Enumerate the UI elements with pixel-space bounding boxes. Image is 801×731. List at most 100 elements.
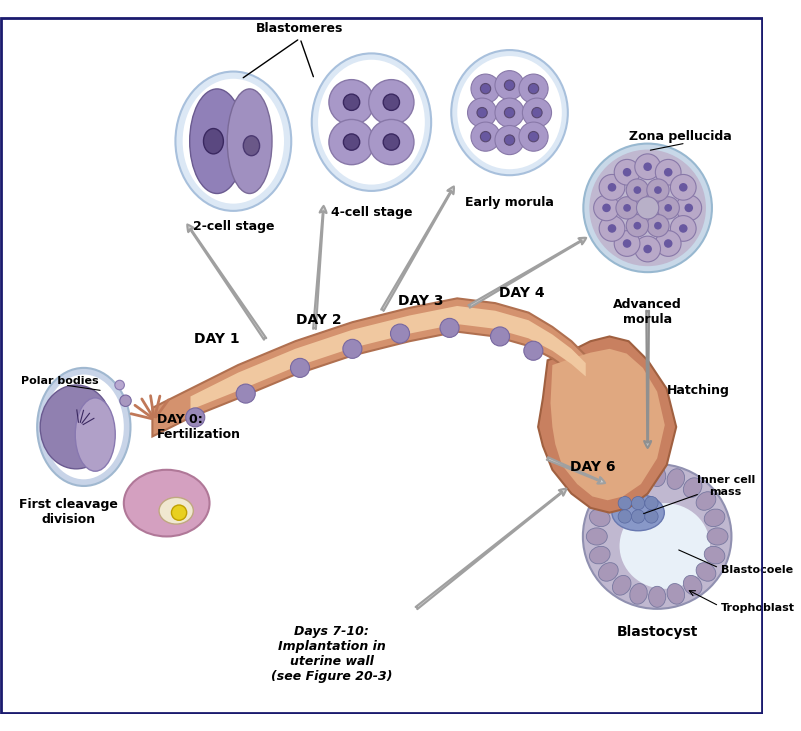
Ellipse shape bbox=[383, 134, 400, 150]
Ellipse shape bbox=[634, 154, 661, 180]
Ellipse shape bbox=[608, 183, 616, 192]
Ellipse shape bbox=[614, 159, 640, 185]
Text: Trophoblast: Trophoblast bbox=[721, 603, 795, 613]
Ellipse shape bbox=[519, 122, 548, 151]
Ellipse shape bbox=[40, 385, 112, 469]
Ellipse shape bbox=[318, 60, 425, 185]
Ellipse shape bbox=[481, 132, 491, 142]
Ellipse shape bbox=[368, 80, 414, 125]
Ellipse shape bbox=[630, 583, 647, 604]
Ellipse shape bbox=[655, 159, 681, 185]
Ellipse shape bbox=[495, 71, 524, 99]
Ellipse shape bbox=[495, 126, 524, 155]
Polygon shape bbox=[550, 349, 665, 500]
Polygon shape bbox=[152, 298, 595, 436]
Ellipse shape bbox=[619, 503, 710, 589]
Ellipse shape bbox=[344, 134, 360, 150]
Polygon shape bbox=[538, 336, 676, 512]
Text: Blastocyst: Blastocyst bbox=[617, 625, 698, 639]
Ellipse shape bbox=[667, 583, 685, 604]
Ellipse shape bbox=[645, 510, 658, 523]
Ellipse shape bbox=[44, 374, 124, 480]
Ellipse shape bbox=[583, 464, 731, 609]
Ellipse shape bbox=[594, 195, 619, 221]
Ellipse shape bbox=[696, 492, 716, 510]
Ellipse shape bbox=[616, 197, 638, 219]
Ellipse shape bbox=[643, 162, 652, 171]
Ellipse shape bbox=[704, 546, 725, 564]
Ellipse shape bbox=[696, 563, 716, 581]
Ellipse shape bbox=[612, 495, 664, 531]
Ellipse shape bbox=[614, 231, 640, 257]
Text: DAY 3: DAY 3 bbox=[398, 294, 444, 308]
Ellipse shape bbox=[664, 168, 673, 176]
Ellipse shape bbox=[618, 496, 631, 510]
Ellipse shape bbox=[183, 79, 284, 204]
Ellipse shape bbox=[586, 528, 607, 545]
Ellipse shape bbox=[598, 563, 618, 581]
Ellipse shape bbox=[505, 107, 515, 118]
Ellipse shape bbox=[623, 239, 631, 248]
Ellipse shape bbox=[529, 83, 539, 94]
Ellipse shape bbox=[203, 129, 223, 154]
Ellipse shape bbox=[481, 83, 491, 94]
Ellipse shape bbox=[505, 80, 515, 91]
Text: Inner cell
mass: Inner cell mass bbox=[697, 475, 755, 497]
Text: Hatching: Hatching bbox=[666, 385, 730, 397]
Ellipse shape bbox=[599, 175, 625, 200]
Ellipse shape bbox=[329, 80, 374, 125]
Ellipse shape bbox=[645, 496, 658, 510]
Ellipse shape bbox=[667, 469, 685, 489]
Ellipse shape bbox=[383, 94, 400, 110]
Ellipse shape bbox=[634, 236, 661, 262]
Text: DAY 2: DAY 2 bbox=[296, 313, 342, 327]
Ellipse shape bbox=[599, 216, 625, 241]
Text: Advanced
morula: Advanced morula bbox=[614, 298, 682, 326]
Ellipse shape bbox=[685, 204, 693, 212]
Ellipse shape bbox=[670, 175, 696, 200]
Ellipse shape bbox=[654, 221, 662, 230]
Ellipse shape bbox=[683, 575, 702, 595]
Circle shape bbox=[391, 324, 409, 343]
Ellipse shape bbox=[124, 470, 210, 537]
Ellipse shape bbox=[623, 168, 631, 176]
Ellipse shape bbox=[643, 245, 652, 254]
Circle shape bbox=[236, 384, 256, 403]
Ellipse shape bbox=[670, 216, 696, 241]
Ellipse shape bbox=[532, 107, 542, 118]
Ellipse shape bbox=[471, 122, 500, 151]
Text: 4-cell stage: 4-cell stage bbox=[331, 206, 413, 219]
Ellipse shape bbox=[646, 214, 669, 237]
Ellipse shape bbox=[626, 214, 649, 237]
Ellipse shape bbox=[631, 510, 645, 523]
Ellipse shape bbox=[159, 497, 193, 524]
Ellipse shape bbox=[471, 74, 500, 103]
Ellipse shape bbox=[519, 74, 548, 103]
Circle shape bbox=[171, 505, 187, 520]
Ellipse shape bbox=[608, 224, 616, 232]
Ellipse shape bbox=[634, 186, 642, 194]
Circle shape bbox=[186, 408, 205, 427]
Ellipse shape bbox=[630, 469, 647, 489]
Ellipse shape bbox=[657, 197, 679, 219]
Ellipse shape bbox=[704, 509, 725, 526]
Text: Blastomeres: Blastomeres bbox=[256, 21, 344, 34]
Ellipse shape bbox=[244, 136, 260, 156]
Ellipse shape bbox=[618, 510, 631, 523]
Ellipse shape bbox=[676, 195, 702, 221]
Ellipse shape bbox=[649, 586, 666, 607]
Ellipse shape bbox=[602, 204, 611, 212]
Ellipse shape bbox=[683, 478, 702, 498]
Text: Early morula: Early morula bbox=[465, 197, 554, 210]
Circle shape bbox=[115, 380, 124, 390]
Ellipse shape bbox=[495, 98, 524, 127]
Ellipse shape bbox=[529, 132, 539, 142]
Ellipse shape bbox=[637, 197, 658, 219]
Ellipse shape bbox=[634, 221, 642, 230]
Ellipse shape bbox=[626, 179, 649, 201]
Ellipse shape bbox=[655, 231, 681, 257]
Circle shape bbox=[440, 319, 459, 338]
Text: DAY 0:
Fertilization: DAY 0: Fertilization bbox=[157, 412, 241, 441]
Text: DAY 4: DAY 4 bbox=[499, 287, 545, 300]
Circle shape bbox=[343, 339, 362, 358]
